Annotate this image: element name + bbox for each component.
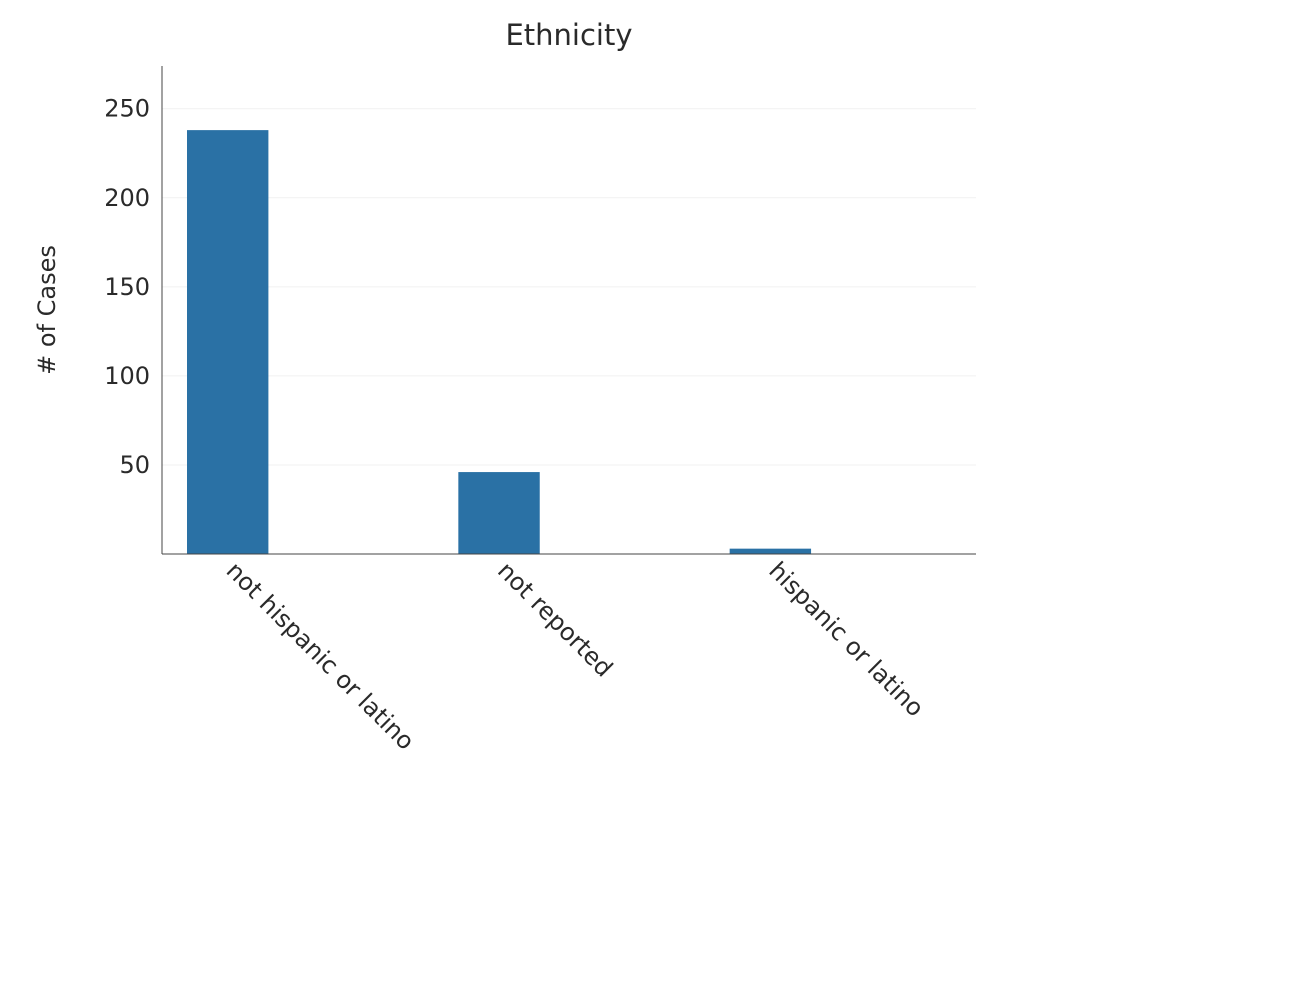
x-category-label: not hispanic or latino [221, 556, 420, 755]
x-category-label: not reported [492, 556, 618, 682]
y-tick-label: 250 [104, 95, 150, 123]
bar[interactable] [458, 472, 540, 554]
bar[interactable] [729, 548, 812, 554]
bar[interactable] [187, 130, 269, 554]
y-tick-label: 100 [104, 362, 150, 390]
y-tick-label: 50 [119, 451, 150, 479]
bars [187, 130, 812, 554]
chart-title: Ethnicity [505, 18, 632, 52]
y-axis-label: # of Cases [33, 245, 61, 375]
y-tick-label: 150 [104, 273, 150, 301]
x-axis-categories: not hispanic or latino not reported hispan… [221, 556, 930, 755]
y-axis-ticks: 50 100 150 200 250 [104, 95, 150, 479]
y-tick-label: 200 [104, 184, 150, 212]
gridlines [162, 108, 976, 466]
x-category-label: hispanic or latino [763, 556, 929, 722]
